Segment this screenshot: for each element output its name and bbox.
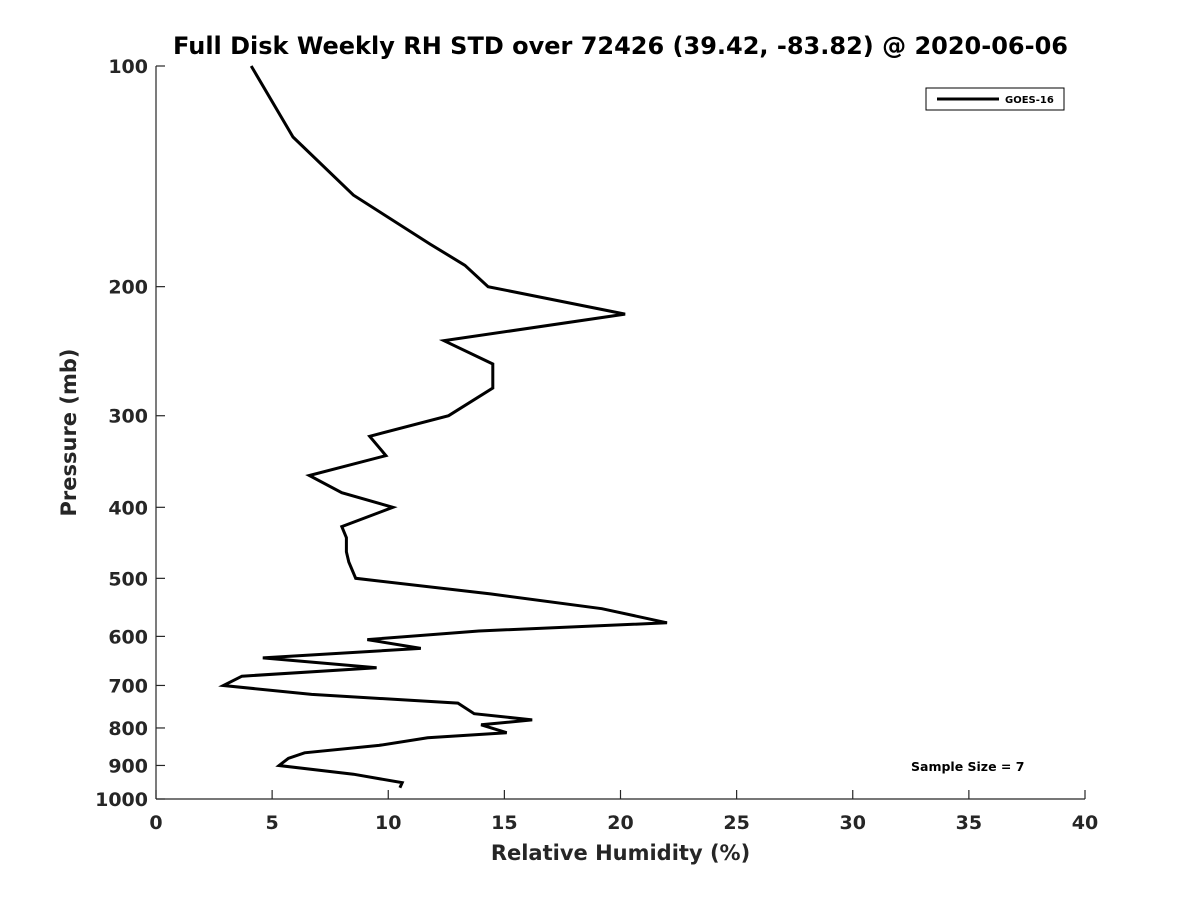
x-tick-label: 25 [723, 812, 749, 834]
x-tick-label: 35 [956, 812, 982, 834]
y-axis-label: Pressure (mb) [57, 349, 81, 517]
x-tick-label: 10 [375, 812, 401, 834]
y-tick-label: 800 [108, 718, 148, 740]
x-axis-label: Relative Humidity (%) [491, 841, 750, 865]
chart-title: Full Disk Weekly RH STD over 72426 (39.4… [173, 32, 1068, 60]
sample-size-annotation: Sample Size = 7 [911, 759, 1024, 774]
x-tick-label: 15 [491, 812, 517, 834]
x-tick-label: 20 [607, 812, 633, 834]
series-line-goes-16 [218, 65, 668, 789]
y-tick-label: 200 [108, 277, 148, 299]
legend: GOES-16 [925, 87, 1065, 111]
y-tick-label: 600 [108, 626, 148, 648]
y-tick-label: 1000 [95, 789, 148, 811]
x-tick-label: 0 [149, 812, 162, 834]
ticks: 0 5 10 15 20 25 30 35 40 100 200 300 400 500 600 700 800… [95, 56, 1098, 834]
legend-label-goes-16: GOES-16 [1005, 95, 1054, 106]
y-tick-label: 100 [108, 56, 148, 78]
y-tick-label: 500 [108, 568, 148, 590]
y-tick-label: 900 [108, 755, 148, 777]
y-tick-label: 400 [108, 497, 148, 519]
x-tick-label: 5 [266, 812, 279, 834]
y-tick-label: 700 [108, 675, 148, 697]
plot-area [156, 66, 1085, 799]
x-tick-label: 30 [840, 812, 866, 834]
y-tick-label: 300 [108, 406, 148, 428]
x-tick-label: 40 [1072, 812, 1098, 834]
